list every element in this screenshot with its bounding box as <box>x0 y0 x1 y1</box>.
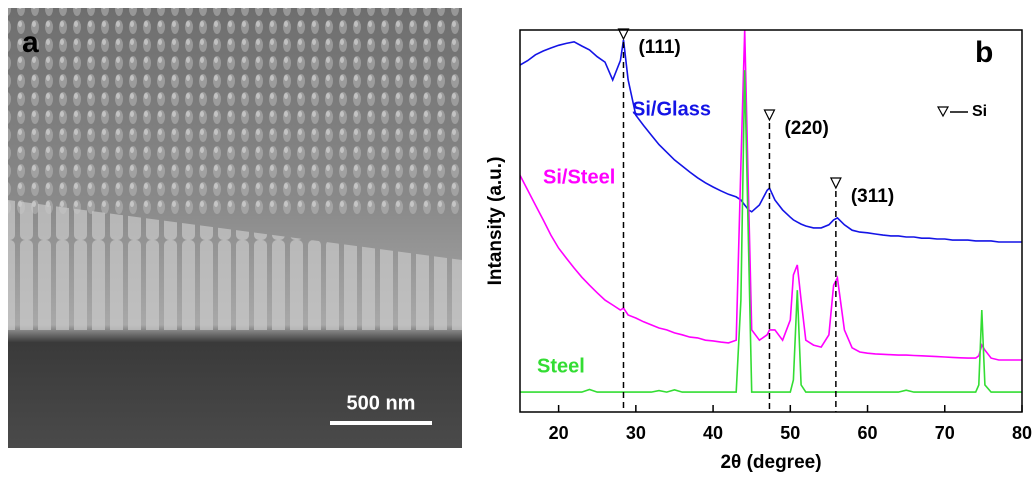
peak-marker <box>831 178 841 188</box>
peak-label: (311) <box>851 186 894 207</box>
sem-image: a 500 nm <box>8 8 462 448</box>
scale-bar-label: 500 nm <box>347 392 416 414</box>
xrd-chart: Si/Glass Si/Steel Steel (111) (220) (311) Si b 2… <box>485 29 1032 473</box>
legend-label: Si <box>972 103 987 120</box>
x-tick-label: 30 <box>626 423 646 443</box>
plot-frame <box>520 30 1022 412</box>
series-line <box>520 40 1022 242</box>
x-tick-label: 60 <box>858 423 878 443</box>
panel-label: b <box>975 36 993 69</box>
x-axis-label: 2θ (degree) <box>720 452 821 473</box>
plot-area <box>520 30 1022 392</box>
peak-marker <box>764 110 774 120</box>
peak-label: (220) <box>784 118 828 139</box>
x-tick-label: 80 <box>1012 423 1032 443</box>
peak-label: (111) <box>638 37 680 58</box>
series-label: Si/Glass <box>632 98 711 120</box>
x-tick-label: 70 <box>935 423 955 443</box>
figure: a 500 nm Si/Glass Si/Steel Steel (111) (220)… <box>0 0 1034 478</box>
y-axis-label: Intansity (a.u.) <box>485 157 506 286</box>
x-tick-label: 50 <box>780 423 800 443</box>
series-line <box>520 70 1022 392</box>
series-label: Si/Steel <box>543 166 615 188</box>
series-line <box>520 30 1022 360</box>
x-tick-label: 20 <box>549 423 569 443</box>
legend-marker <box>938 107 948 116</box>
series-label: Steel <box>537 355 585 377</box>
x-tick-label: 40 <box>703 423 723 443</box>
panel-label: a <box>22 26 39 59</box>
